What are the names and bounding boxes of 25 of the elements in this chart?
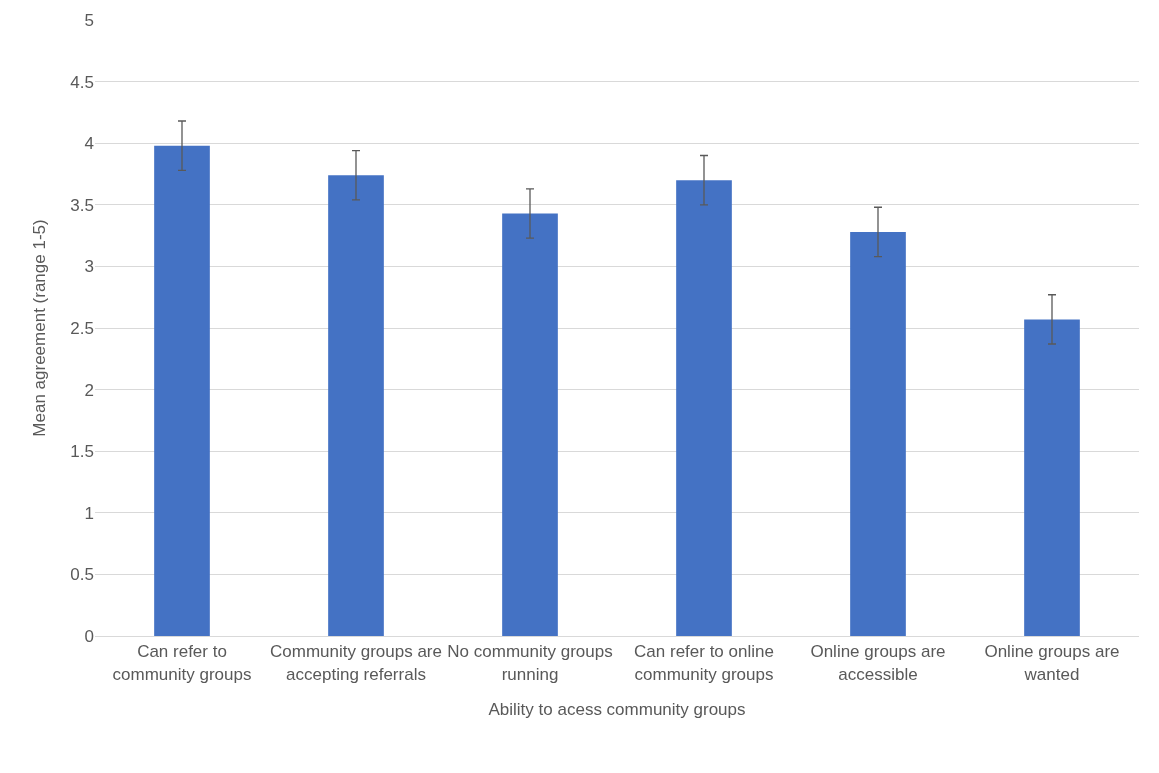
bar — [850, 231, 906, 636]
y-tick-label: 1.5 — [70, 442, 94, 462]
bar — [154, 145, 210, 636]
x-tick-label: Online groups are wanted — [984, 642, 1120, 684]
x-tick-label: Can refer to online community groups — [634, 642, 774, 684]
y-tick-label: 4.5 — [70, 72, 94, 92]
y-tick-label: 1 — [84, 503, 94, 523]
x-tick-label: No community groups running — [447, 642, 613, 684]
x-axis-title: Ability to acess community groups — [488, 699, 746, 719]
bar — [328, 175, 384, 636]
y-tick-label: 2.5 — [70, 318, 94, 338]
bar — [676, 180, 732, 636]
y-axis-title: Mean agreement (range 1-5) — [29, 219, 49, 437]
y-tick-label: 2 — [84, 380, 94, 400]
y-tick-label: 5 — [84, 10, 94, 30]
y-tick-label: 3.5 — [70, 195, 94, 215]
bar — [502, 213, 558, 636]
bar — [1024, 319, 1080, 636]
y-tick-label: 4 — [84, 134, 94, 154]
y-tick-label: 0 — [84, 626, 94, 646]
x-tick-label: Online groups are accessible — [810, 642, 946, 684]
x-tick-label: Community groups are accepting referrals — [270, 642, 442, 684]
y-tick-label: 0.5 — [70, 565, 94, 585]
x-tick-label: Can refer to community groups — [112, 642, 252, 684]
y-tick-label: 3 — [84, 257, 94, 277]
